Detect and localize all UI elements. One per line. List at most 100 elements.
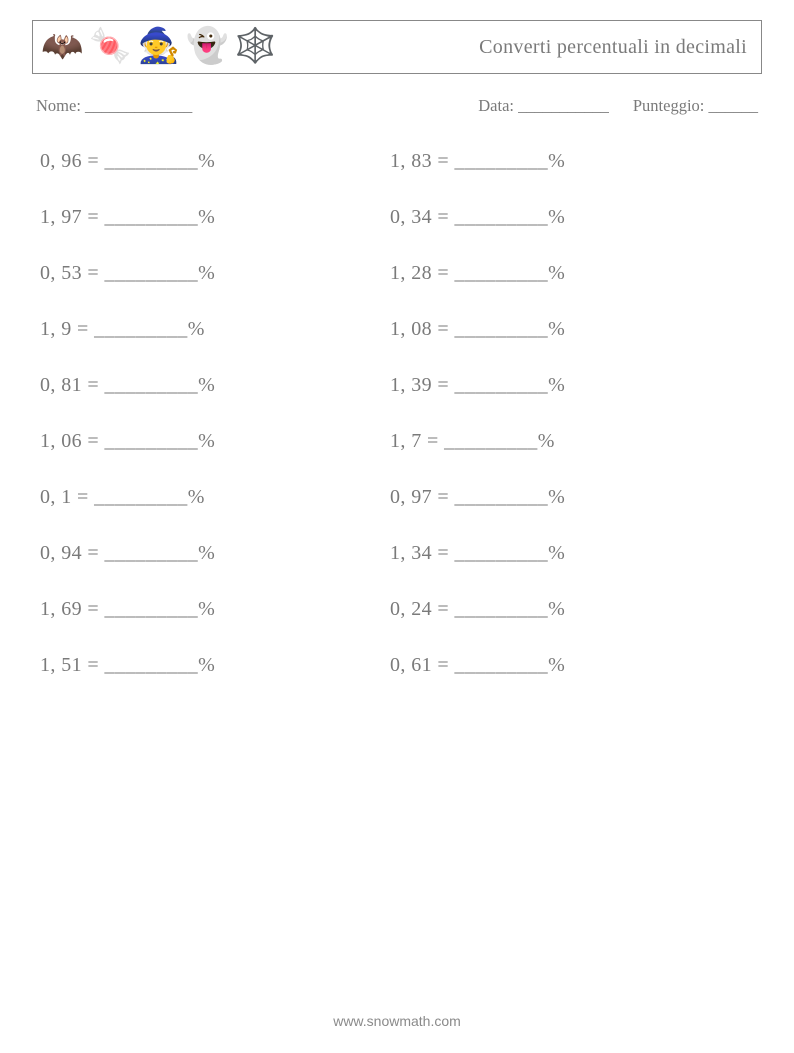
equals-text: = <box>432 654 454 676</box>
name-field-label: Nome: _____________ <box>36 96 192 115</box>
problem-item: 1, 51 = _________% <box>40 654 390 677</box>
equals-text: = <box>82 430 104 452</box>
candy-icon: 🍬 <box>89 30 131 64</box>
problem-value: 0, 24 <box>390 598 432 620</box>
equals-text: = <box>72 318 94 340</box>
problem-item: 0, 24 = _________% <box>390 598 740 621</box>
problem-value: 0, 1 <box>40 486 72 508</box>
equals-text: = <box>82 598 104 620</box>
bat-icon: 🦇 <box>41 30 83 64</box>
problems-grid: 0, 96 = _________% 1, 83 = _________% 1,… <box>32 150 762 677</box>
percent-sign: % <box>548 150 565 172</box>
problem-item: 1, 06 = _________% <box>40 430 390 453</box>
problem-value: 1, 9 <box>40 318 72 340</box>
equals-text: = <box>82 654 104 676</box>
problem-value: 0, 81 <box>40 374 82 396</box>
problem-item: 0, 81 = _________% <box>40 374 390 397</box>
worksheet-title: Converti percentuali in decimali <box>479 36 747 59</box>
problem-value: 1, 7 <box>390 430 422 452</box>
percent-sign: % <box>188 486 205 508</box>
problem-value: 0, 34 <box>390 206 432 228</box>
problem-value: 1, 34 <box>390 542 432 564</box>
problem-item: 1, 34 = _________% <box>390 542 740 565</box>
percent-sign: % <box>548 598 565 620</box>
equals-text: = <box>82 206 104 228</box>
percent-sign: % <box>198 598 215 620</box>
percent-sign: % <box>198 206 215 228</box>
problem-value: 1, 51 <box>40 654 82 676</box>
problem-item: 0, 96 = _________% <box>40 150 390 173</box>
answer-blank: _________ <box>454 486 548 508</box>
problem-item: 1, 69 = _________% <box>40 598 390 621</box>
answer-blank: _________ <box>94 486 188 508</box>
percent-sign: % <box>548 374 565 396</box>
answer-blank: _________ <box>454 150 548 172</box>
percent-sign: % <box>198 262 215 284</box>
problem-item: 0, 53 = _________% <box>40 262 390 285</box>
answer-blank: _________ <box>444 430 538 452</box>
answer-blank: _________ <box>454 542 548 564</box>
problem-value: 0, 96 <box>40 150 82 172</box>
equals-text: = <box>432 542 454 564</box>
percent-sign: % <box>548 262 565 284</box>
equals-text: = <box>432 486 454 508</box>
answer-blank: _________ <box>454 206 548 228</box>
percent-sign: % <box>538 430 555 452</box>
problem-item: 1, 83 = _________% <box>390 150 740 173</box>
equals-text: = <box>432 206 454 228</box>
percent-sign: % <box>198 374 215 396</box>
equals-text: = <box>432 318 454 340</box>
problem-item: 0, 34 = _________% <box>390 206 740 229</box>
problem-value: 0, 94 <box>40 542 82 564</box>
answer-blank: _________ <box>104 262 198 284</box>
equals-text: = <box>432 150 454 172</box>
percent-sign: % <box>548 486 565 508</box>
answer-blank: _________ <box>454 598 548 620</box>
answer-blank: _________ <box>454 374 548 396</box>
problem-value: 1, 83 <box>390 150 432 172</box>
percent-sign: % <box>198 542 215 564</box>
answer-blank: _________ <box>454 318 548 340</box>
answer-blank: _________ <box>454 654 548 676</box>
problem-value: 1, 69 <box>40 598 82 620</box>
percent-sign: % <box>548 654 565 676</box>
answer-blank: _________ <box>104 150 198 172</box>
witch-hat-icon: 🧙 <box>138 30 180 64</box>
problem-item: 0, 61 = _________% <box>390 654 740 677</box>
equals-text: = <box>82 262 104 284</box>
equals-text: = <box>72 486 94 508</box>
percent-sign: % <box>188 318 205 340</box>
percent-sign: % <box>198 654 215 676</box>
spiderweb-icon: 🕸️ <box>234 30 276 64</box>
problem-item: 1, 97 = _________% <box>40 206 390 229</box>
score-field-label: Punteggio: ______ <box>633 96 758 116</box>
equals-text: = <box>82 150 104 172</box>
answer-blank: _________ <box>104 430 198 452</box>
problem-value: 1, 28 <box>390 262 432 284</box>
meta-row: Nome: _____________ Data: ___________ Pu… <box>32 96 762 116</box>
footer-url: www.snowmath.com <box>0 1013 794 1029</box>
equals-text: = <box>432 262 454 284</box>
problem-value: 1, 97 <box>40 206 82 228</box>
equals-text: = <box>432 598 454 620</box>
problem-value: 1, 39 <box>390 374 432 396</box>
problem-item: 0, 94 = _________% <box>40 542 390 565</box>
equals-text: = <box>422 430 444 452</box>
answer-blank: _________ <box>104 598 198 620</box>
problem-item: 1, 7 = _________% <box>390 430 740 453</box>
problem-value: 1, 08 <box>390 318 432 340</box>
answer-blank: _________ <box>104 206 198 228</box>
header-box: 🦇 🍬 🧙 👻 🕸️ Converti percentuali in decim… <box>32 20 762 74</box>
percent-sign: % <box>198 430 215 452</box>
ghost-icon: 👻 <box>186 30 228 64</box>
percent-sign: % <box>548 318 565 340</box>
problem-item: 0, 1 = _________% <box>40 486 390 509</box>
problem-item: 0, 97 = _________% <box>390 486 740 509</box>
answer-blank: _________ <box>104 654 198 676</box>
header-icons: 🦇 🍬 🧙 👻 🕸️ <box>41 30 277 64</box>
percent-sign: % <box>198 150 215 172</box>
equals-text: = <box>82 374 104 396</box>
answer-blank: _________ <box>104 542 198 564</box>
answer-blank: _________ <box>454 262 548 284</box>
equals-text: = <box>432 374 454 396</box>
